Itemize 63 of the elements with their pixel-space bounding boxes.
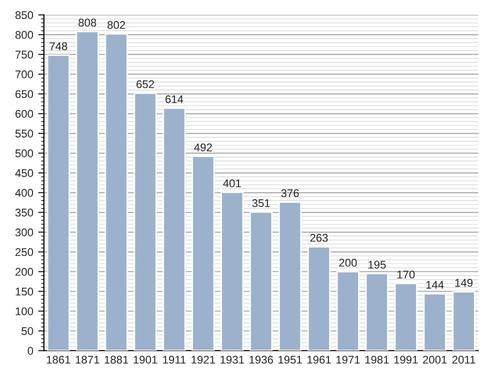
x-tick-label: 1981 (365, 356, 389, 364)
data-label: 802 (108, 21, 126, 29)
data-label: 748 (50, 42, 68, 50)
bar (192, 156, 215, 351)
y-tick-label: 800 (15, 30, 34, 39)
bar (76, 30, 99, 351)
y-tick-label: 350 (15, 208, 34, 217)
x-tick-label: 2011 (452, 356, 476, 364)
data-label: 200 (339, 258, 357, 267)
bar (104, 33, 128, 351)
bar (162, 107, 186, 351)
bar (365, 272, 388, 351)
x-tick-label: 1871 (76, 356, 100, 364)
data-label: 492 (194, 143, 212, 152)
y-tick-label: 150 (16, 288, 34, 296)
x-tick-label: 1931 (220, 356, 244, 364)
data-label: 808 (78, 18, 96, 27)
bar (46, 54, 70, 351)
bar (394, 282, 418, 351)
data-label: 401 (223, 179, 241, 188)
x-tick-label: 1911 (163, 356, 186, 364)
y-tick-label: 50 (22, 327, 34, 336)
bar (220, 192, 244, 351)
data-label: 195 (368, 260, 386, 269)
y-tick-label: 450 (15, 169, 34, 178)
x-tick-label: 2001 (423, 356, 447, 364)
data-label: 149 (455, 278, 473, 287)
bar (250, 211, 273, 351)
x-tick-label: 1936 (250, 356, 273, 364)
y-tick-label: 700 (16, 70, 34, 78)
x-tick-label: 1921 (192, 356, 215, 364)
y-tick-label: 200 (16, 268, 34, 276)
bar (307, 246, 331, 351)
y-tick-label: 500 (15, 149, 34, 158)
x-tick-label: 1901 (134, 356, 158, 364)
bar (278, 201, 302, 351)
x-tick-label: 1861 (46, 356, 70, 364)
y-tick-label: 550 (15, 130, 34, 138)
bar (336, 270, 360, 351)
data-label: 263 (310, 234, 328, 242)
y-tick-label: 600 (16, 110, 34, 118)
data-label: 170 (397, 270, 415, 279)
bar (452, 291, 476, 351)
data-label: 652 (136, 80, 154, 88)
y-tick-label: 750 (16, 50, 34, 59)
y-tick-label: 300 (15, 228, 34, 236)
data-label: 144 (426, 281, 444, 289)
y-tick-label: 0 (28, 346, 34, 355)
x-tick-label: 1991 (394, 356, 418, 364)
data-label: 614 (166, 95, 184, 104)
bar (423, 293, 446, 351)
y-tick-label: 850 (15, 11, 34, 20)
data-label: 376 (281, 189, 299, 198)
x-tick-label: 1881 (104, 356, 128, 364)
y-tick-label: 250 (16, 248, 34, 256)
x-tick-label: 1971 (336, 356, 360, 364)
x-tick-label: 1951 (278, 356, 302, 364)
y-tick-label: 400 (15, 188, 34, 197)
y-tick-label: 650 (16, 90, 34, 98)
x-tick-label: 1961 (307, 356, 331, 364)
bar (134, 92, 157, 351)
data-label: 351 (252, 199, 270, 208)
y-tick-label: 100 (16, 307, 34, 316)
